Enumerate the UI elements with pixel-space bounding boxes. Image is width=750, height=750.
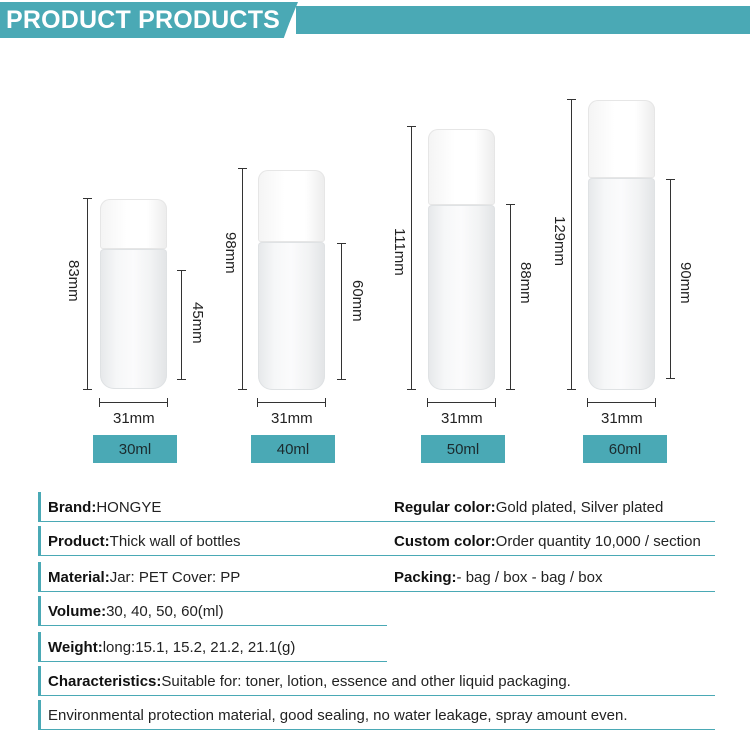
body-height-dimension-line <box>341 243 342 380</box>
body-height-label: 60mm <box>349 280 366 322</box>
spec-value: Suitable for: toner, lotion, essence and… <box>161 673 571 690</box>
dimension-tick <box>587 398 588 407</box>
height-dimension-line <box>411 126 412 390</box>
dimension-tick <box>666 378 675 379</box>
dimension-tick <box>325 398 326 407</box>
dimension-tick <box>506 204 515 205</box>
bottle-body <box>428 205 495 390</box>
height-dimension-line <box>242 168 243 390</box>
height-dimension-line <box>87 198 88 390</box>
bottle-showcase: 83mm 45mm 31mm 30ml 98mm 60mm 31mm 40ml <box>0 40 750 470</box>
dimension-tick <box>238 389 247 390</box>
dimension-tick <box>83 198 92 199</box>
width-label: 31mm <box>601 410 643 427</box>
dimension-tick <box>495 398 496 407</box>
spec-row-volume: Volume:30, 40, 50, 60(ml) <box>38 596 387 626</box>
page-header: PRODUCT PRODUCTS <box>0 0 750 38</box>
spec-label: Volume: <box>48 603 107 620</box>
body-height-label: 88mm <box>517 262 534 304</box>
dimension-tick <box>337 243 346 244</box>
header-bar <box>296 6 750 34</box>
spec-value: Gold plated, Silver plated <box>495 499 664 516</box>
dimension-tick <box>99 398 100 407</box>
volume-badge: 60ml <box>583 435 667 463</box>
body-height-dimension-line <box>510 204 511 390</box>
dimension-tick <box>567 389 576 390</box>
spec-label: Packing: <box>394 569 457 586</box>
height-dimension-line <box>571 99 572 390</box>
spec-value: - bag / box - bag / box <box>456 569 603 586</box>
body-height-dimension-line <box>181 270 182 380</box>
width-label: 31mm <box>271 410 313 427</box>
dimension-tick <box>567 99 576 100</box>
dimension-tick <box>666 179 675 180</box>
bottle-body <box>258 242 325 390</box>
spec-row-material: Material:Jar: PET Cover: PP Packing:- ba… <box>38 562 715 592</box>
spec-label: Custom color: <box>394 533 496 550</box>
width-dimension-line <box>587 402 656 403</box>
dimension-tick <box>257 398 258 407</box>
height-label: 98mm <box>222 232 239 274</box>
width-dimension-line <box>99 402 168 403</box>
dimension-tick <box>167 398 168 407</box>
dimension-tick <box>427 398 428 407</box>
spec-label: Regular color: <box>394 499 496 516</box>
spec-label: Product: <box>48 533 110 550</box>
spec-value: Order quantity 10,000 / section <box>495 533 701 550</box>
dimension-tick <box>655 398 656 407</box>
dimension-tick <box>337 379 346 380</box>
height-label: 111mm <box>391 228 408 276</box>
spec-value: Jar: PET Cover: PP <box>109 569 241 586</box>
spec-row-weight: Weight:long:15.1, 15.2, 21.2, 21.1(g) <box>38 632 387 662</box>
bottle-cap <box>258 170 325 242</box>
width-dimension-line <box>427 402 496 403</box>
spec-value: HONGYE <box>96 499 162 516</box>
body-height-dimension-line <box>670 179 671 379</box>
dimension-tick <box>407 389 416 390</box>
header-title-box <box>0 2 298 38</box>
bottle-cap <box>100 199 167 249</box>
height-label: 129mm <box>551 216 568 267</box>
dimension-tick <box>177 379 186 380</box>
height-label: 83mm <box>65 260 82 302</box>
spec-label: Weight: <box>48 639 103 656</box>
body-height-label: 90mm <box>677 262 694 304</box>
bottle-body <box>588 178 655 390</box>
page-title: PRODUCT PRODUCTS <box>6 6 281 34</box>
volume-badge: 50ml <box>421 435 505 463</box>
dimension-tick <box>506 389 515 390</box>
spec-row-characteristics: Characteristics:Suitable for: toner, lot… <box>38 666 715 696</box>
spec-value: long:15.1, 15.2, 21.2, 21.1(g) <box>102 639 296 656</box>
spec-row-brand: Brand:HONGYE Regular color:Gold plated, … <box>38 492 715 522</box>
spec-label: Characteristics: <box>48 673 162 690</box>
dimension-tick <box>83 389 92 390</box>
width-label: 31mm <box>441 410 483 427</box>
volume-badge: 40ml <box>251 435 335 463</box>
bottle-body <box>100 249 167 389</box>
spec-note: Environmental protection material, good … <box>48 707 628 724</box>
spec-label: Brand: <box>48 499 97 516</box>
dimension-tick <box>407 126 416 127</box>
bottle-cap <box>588 100 655 178</box>
width-label: 31mm <box>113 410 155 427</box>
dimension-tick <box>177 270 186 271</box>
bottle-cap <box>428 129 495 205</box>
volume-badge: 30ml <box>93 435 177 463</box>
spec-value: 30, 40, 50, 60(ml) <box>106 603 224 620</box>
spec-label: Material: <box>48 569 110 586</box>
dimension-tick <box>238 168 247 169</box>
body-height-label: 45mm <box>189 302 206 344</box>
spec-row-product: Product:Thick wall of bottles Custom col… <box>38 526 715 556</box>
spec-value: Thick wall of bottles <box>109 533 241 550</box>
width-dimension-line <box>257 402 326 403</box>
spec-row-note: Environmental protection material, good … <box>38 700 715 730</box>
